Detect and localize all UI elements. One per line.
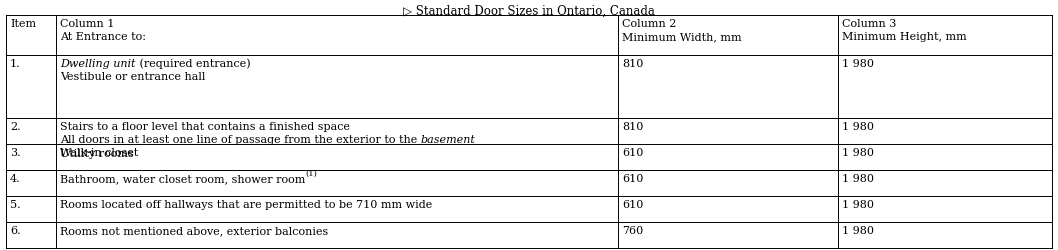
Text: Column 2: Column 2 — [622, 19, 676, 29]
Text: 810: 810 — [622, 58, 643, 68]
Text: 810: 810 — [622, 122, 643, 131]
Text: (required entrance): (required entrance) — [135, 58, 251, 69]
Text: Rooms located off hallways that are permitted to be 710 mm wide: Rooms located off hallways that are perm… — [60, 199, 433, 209]
Text: Column 3: Column 3 — [841, 19, 896, 29]
Text: (1): (1) — [306, 169, 317, 177]
Text: 1.: 1. — [10, 58, 20, 68]
Text: 1 980: 1 980 — [841, 173, 874, 183]
Text: basement: basement — [421, 135, 476, 145]
Text: 5.: 5. — [10, 199, 20, 209]
Text: 4.: 4. — [10, 173, 20, 183]
Text: 610: 610 — [622, 147, 643, 157]
Text: All doors in at least one line of passage from the exterior to the: All doors in at least one line of passag… — [60, 135, 421, 145]
Text: 610: 610 — [622, 173, 643, 183]
Text: At Entrance to:: At Entrance to: — [60, 32, 146, 42]
Text: 1 980: 1 980 — [841, 225, 874, 235]
Text: Minimum Width, mm: Minimum Width, mm — [622, 32, 742, 42]
Text: Bathroom, water closet room, shower room: Bathroom, water closet room, shower room — [60, 173, 306, 183]
Text: 2.: 2. — [10, 122, 20, 131]
Text: Walk-in closet: Walk-in closet — [60, 147, 139, 157]
Text: 1 980: 1 980 — [841, 147, 874, 157]
Text: 1 980: 1 980 — [841, 122, 874, 131]
Text: 760: 760 — [622, 225, 643, 235]
Text: Dwelling unit: Dwelling unit — [60, 58, 135, 68]
Text: Column 1: Column 1 — [60, 19, 114, 29]
Text: Utility rooms: Utility rooms — [60, 148, 134, 158]
Text: Vestibule or entrance hall: Vestibule or entrance hall — [60, 72, 205, 82]
Text: Stairs to a floor level that contains a finished space: Stairs to a floor level that contains a … — [60, 122, 350, 131]
Text: 6.: 6. — [10, 225, 20, 235]
Text: Minimum Height, mm: Minimum Height, mm — [841, 32, 966, 42]
Text: Rooms not mentioned above, exterior balconies: Rooms not mentioned above, exterior balc… — [60, 225, 328, 235]
Text: 610: 610 — [622, 199, 643, 209]
Text: 1 980: 1 980 — [841, 199, 874, 209]
Text: ▷ Standard Door Sizes in Ontario, Canada: ▷ Standard Door Sizes in Ontario, Canada — [403, 5, 655, 18]
Text: 3.: 3. — [10, 147, 20, 157]
Text: 1 980: 1 980 — [841, 58, 874, 68]
Text: Item: Item — [10, 19, 36, 29]
